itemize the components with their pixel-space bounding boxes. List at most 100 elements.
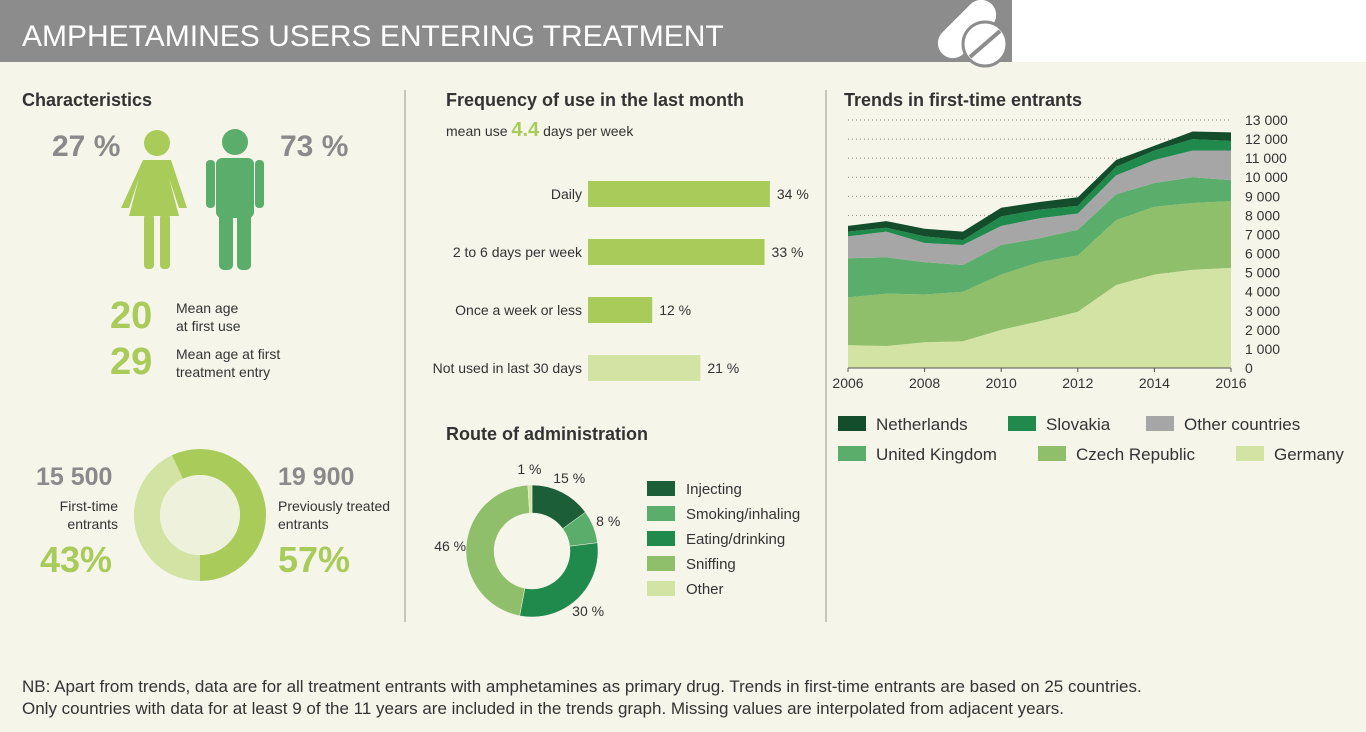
- entrants-count: 15 500: [36, 463, 112, 491]
- bar: [588, 297, 653, 323]
- bar-category: Not used in last 30 days: [433, 360, 582, 376]
- legend-swatch: [1146, 416, 1174, 431]
- donut-label: 1 %: [517, 461, 541, 477]
- donut-segment: [465, 484, 530, 617]
- entrants-share: 43%: [40, 539, 112, 580]
- y-tick-label: 12 000: [1245, 131, 1288, 147]
- legend-swatch: [1236, 446, 1264, 461]
- donut-label: 46 %: [434, 538, 466, 554]
- y-tick-label: 2 000: [1245, 322, 1280, 338]
- legend-label: Smoking/inhaling: [686, 506, 800, 523]
- age-label: Mean age: [176, 300, 238, 316]
- legend-label: Netherlands: [876, 415, 968, 434]
- pill-icon: [937, 0, 1009, 68]
- legend-label: Other: [686, 581, 724, 598]
- legend-label: United Kingdom: [876, 445, 997, 464]
- donut-segment: [133, 455, 200, 581]
- y-tick-label: 7 000: [1245, 226, 1280, 242]
- bar-category: Daily: [551, 186, 582, 202]
- area: [848, 150, 1231, 265]
- donut-label: 30 %: [572, 603, 604, 619]
- legend-swatch: [838, 446, 866, 461]
- legend-swatch: [647, 556, 675, 571]
- age-label: Mean age at first: [176, 346, 280, 362]
- area: [848, 201, 1231, 347]
- legend-swatch: [647, 581, 675, 596]
- y-tick-label: 13 000: [1245, 112, 1288, 128]
- y-tick-label: 3 000: [1245, 303, 1280, 319]
- bar-category: Once a week or less: [455, 302, 582, 318]
- donut-label: 8 %: [596, 513, 620, 529]
- note-line: NB: Apart from trends, data are for all …: [22, 677, 1142, 696]
- legend-swatch: [1038, 446, 1066, 461]
- area: [848, 177, 1231, 298]
- entrants-label: entrants: [67, 516, 118, 532]
- legend-label: Sniffing: [686, 556, 736, 573]
- legend-label: Germany: [1274, 445, 1344, 464]
- entrants-share: 57%: [278, 539, 350, 580]
- entrants-label: entrants: [278, 516, 329, 532]
- mean-use-text: mean use: [446, 123, 508, 139]
- y-tick-label: 9 000: [1245, 188, 1280, 204]
- entrants-label: Previously treated: [278, 498, 390, 514]
- bar: [588, 239, 765, 265]
- female-icon: [121, 130, 187, 269]
- age-label: at first use: [176, 318, 241, 334]
- donut-segment: [519, 542, 599, 618]
- section-title: Route of administration: [446, 424, 648, 444]
- area: [848, 131, 1231, 241]
- legend-label: Other countries: [1184, 415, 1300, 434]
- section-title: Characteristics: [22, 90, 152, 110]
- y-tick-label: 10 000: [1245, 169, 1288, 185]
- area: [848, 139, 1231, 245]
- legend-swatch: [838, 416, 866, 431]
- legend-label: Slovakia: [1046, 415, 1111, 434]
- x-tick-label: 2010: [986, 375, 1017, 391]
- bar-value-label: 21 %: [707, 360, 739, 376]
- mean-use: mean use 4.4 days per week: [446, 119, 634, 141]
- bar: [588, 355, 701, 381]
- y-tick-label: 8 000: [1245, 207, 1280, 223]
- legend-label: Czech Republic: [1076, 445, 1196, 464]
- donut-center: [160, 475, 240, 555]
- x-tick-label: 2006: [832, 375, 863, 391]
- area: [848, 267, 1231, 368]
- entrants-label: First-time: [60, 498, 119, 514]
- bar-value-label: 12 %: [659, 302, 691, 318]
- bar-category: 2 to 6 days per week: [453, 244, 583, 260]
- x-tick-label: 2016: [1215, 375, 1246, 391]
- legend-label: Injecting: [686, 481, 742, 498]
- male-icon: [206, 129, 264, 270]
- legend-swatch: [647, 506, 675, 521]
- mean-use-value: 4.4: [511, 119, 540, 141]
- legend-swatch: [1008, 416, 1036, 431]
- y-tick-label: 0: [1245, 360, 1253, 376]
- bar: [588, 181, 770, 207]
- y-tick-label: 6 000: [1245, 246, 1280, 262]
- bar-value-label: 34 %: [777, 186, 809, 202]
- donut-label: 15 %: [553, 470, 585, 486]
- age-label: treatment entry: [176, 364, 270, 380]
- header-bar: [0, 0, 1012, 62]
- header-title: AMPHETAMINES USERS ENTERING TREATMENT: [22, 20, 724, 53]
- legend-swatch: [647, 531, 675, 546]
- x-tick-label: 2014: [1139, 375, 1170, 391]
- x-tick-label: 2012: [1062, 375, 1093, 391]
- bar-value-label: 33 %: [772, 244, 804, 260]
- mean-use-text: days per week: [543, 123, 634, 139]
- female-share: 27 %: [52, 130, 120, 163]
- male-share: 73 %: [280, 130, 348, 163]
- entrants-count: 19 900: [278, 463, 354, 491]
- age-value: 20: [110, 295, 152, 337]
- y-tick-label: 1 000: [1245, 341, 1280, 357]
- y-tick-label: 11 000: [1245, 150, 1287, 166]
- section-title: Frequency of use in the last month: [446, 90, 744, 110]
- y-tick-label: 4 000: [1245, 284, 1280, 300]
- age-value: 29: [110, 341, 152, 383]
- note-line: Only countries with data for at least 9 …: [22, 699, 1064, 718]
- legend-label: Eating/drinking: [686, 531, 785, 548]
- header-blank: [1012, 0, 1366, 62]
- y-tick-label: 5 000: [1245, 265, 1280, 281]
